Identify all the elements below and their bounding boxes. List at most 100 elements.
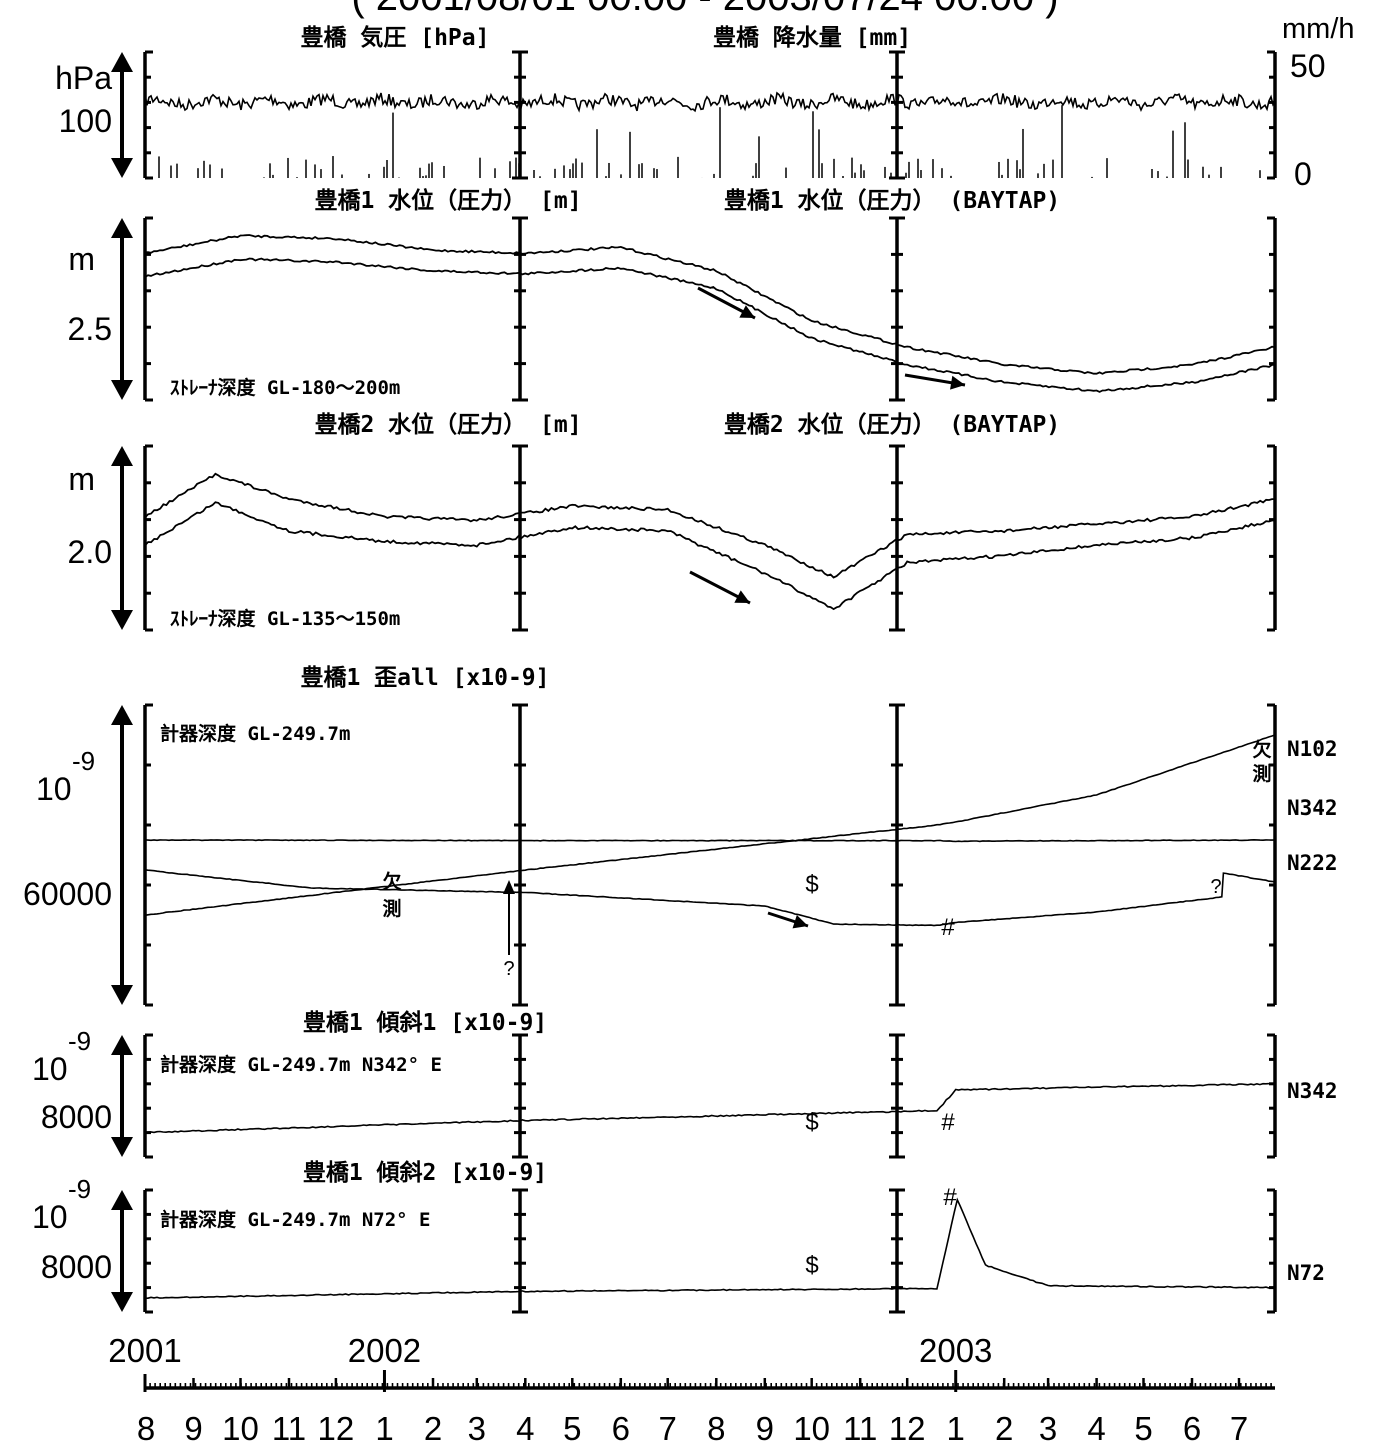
strain-title: 豊橋1 歪all [x10-9] [300, 664, 549, 691]
panel-well2: 豊橋2 水位（圧力） [m] 豊橋2 水位（圧力） (BAYTAP) m 2.0… [68, 411, 1277, 632]
tilt2-depth-note: 計器深度 GL-249.7m N72° E [160, 1208, 430, 1231]
trend-arrowhead-1 [950, 375, 965, 390]
well2-title: 豊橋2 水位（圧力） [m] [314, 411, 581, 438]
year-label-2002: 2002 [348, 1332, 421, 1369]
tilt1-hash-mark: # [941, 1109, 955, 1136]
month-label: 12 [318, 1410, 355, 1447]
month-label: 1 [375, 1410, 393, 1447]
month-label: 9 [756, 1410, 774, 1447]
well1-unit-arrow-down [111, 380, 133, 400]
month-label: 6 [1183, 1410, 1201, 1447]
panel-strain: 豊橋1 歪all [x10-9] 10 -9 60000 計器深度 GL-249… [23, 664, 1338, 1007]
month-label: 10 [793, 1410, 830, 1447]
month-label: 4 [1087, 1410, 1105, 1447]
month-label: 2 [424, 1410, 442, 1447]
month-label: 4 [516, 1410, 534, 1447]
strain-label-n342: N342 [1287, 796, 1338, 820]
missing-mark-2a: 欠 [1252, 738, 1271, 761]
pressure-title: 豊橋 気圧 [hPa] [301, 24, 490, 51]
well1-title: 豊橋1 水位（圧力） [m] [314, 187, 581, 214]
tilt1-dollar-mark: $ [805, 1109, 818, 1136]
pressure-unit: hPa [55, 60, 112, 96]
pressure-unit-arrow-down [111, 158, 133, 178]
month-label: 2 [995, 1410, 1013, 1447]
precip-tick-zero: 0 [1294, 156, 1312, 192]
strain-label-n222: N222 [1287, 851, 1338, 875]
pressure-unit-arrow-up [111, 52, 133, 72]
month-label: 3 [1039, 1410, 1057, 1447]
month-label: 5 [1134, 1410, 1152, 1447]
series-line-strain-n342-5 [144, 838, 1276, 843]
precip-tick-max: 50 [1290, 48, 1326, 84]
month-label: 8 [707, 1410, 725, 1447]
well2-unit-arrow-down [111, 610, 133, 630]
series-line-well2-2 [144, 472, 1275, 579]
well1-plot [111, 216, 1277, 402]
month-label: 10 [222, 1410, 259, 1447]
well2-baytap-title: 豊橋2 水位（圧力） (BAYTAP) [724, 411, 1060, 438]
tilt1-scale: 8000 [41, 1099, 112, 1135]
tilt1-unit-exp: -9 [68, 1026, 91, 1056]
tilt1-label-n342: N342 [1287, 1079, 1338, 1103]
precip-unit: mm/h [1282, 13, 1355, 45]
year-label-2003: 2003 [919, 1332, 992, 1369]
well1-unit: m [68, 241, 95, 277]
tilt1-unit-arrow-up [111, 1035, 133, 1055]
well1-baytap-title: 豊橋1 水位（圧力） (BAYTAP) [724, 187, 1060, 214]
tilt2-plot [111, 1188, 1277, 1314]
strain-depth-note: 計器深度 GL-249.7m [160, 722, 350, 745]
tilt2-unit-arrow-down [111, 1292, 133, 1312]
trend-arrowhead-2 [734, 590, 750, 603]
tilt1-unit-base: 10 [32, 1051, 68, 1087]
strain-unit-arrow-up [111, 705, 133, 725]
tilt1-plot [111, 1033, 1277, 1159]
year-label-2001: 2001 [108, 1332, 181, 1369]
strain-question-mark-1: ? [503, 958, 514, 980]
panel-well1: 豊橋1 水位（圧力） [m] 豊橋1 水位（圧力） (BAYTAP) m 2.5… [68, 187, 1277, 402]
strain-scale: 60000 [23, 876, 112, 912]
pressure-plot [111, 50, 1277, 180]
strain-dollar-mark: $ [805, 871, 818, 898]
well2-scale: 2.0 [68, 534, 112, 570]
series-line-well1-0 [144, 234, 1276, 375]
period-header: ( 2001/08/01 00:00 - 2003/07/24 00:00 ) [351, 0, 1058, 19]
well2-plot [111, 444, 1277, 632]
month-label: 6 [612, 1410, 630, 1447]
month-label: 11 [272, 1410, 306, 1447]
panel-tilt1: 豊橋1 傾斜1 [x10-9] 10 -9 8000 計器深度 GL-249.7… [32, 1009, 1338, 1159]
month-label: 5 [563, 1410, 581, 1447]
month-label: 12 [889, 1410, 926, 1447]
precip-title: 豊橋 降水量 [mm] [713, 24, 911, 51]
month-label: 1 [947, 1410, 965, 1447]
tilt1-title: 豊橋1 傾斜1 [x10-9] [303, 1009, 547, 1036]
strain-unit-exp: -9 [72, 746, 95, 776]
strain-question-mark-2: ? [1210, 876, 1221, 898]
panel-pressure: 豊橋 気圧 [hPa] 豊橋 降水量 [mm] hPa 100 mm/h 50 … [55, 13, 1354, 192]
tilt2-unit-base: 10 [32, 1199, 68, 1235]
month-label: 7 [659, 1410, 677, 1447]
month-label: 3 [468, 1410, 486, 1447]
tilt1-unit-arrow-down [111, 1137, 133, 1157]
series-line-well2-3 [144, 501, 1276, 611]
tilt2-label-n72: N72 [1287, 1261, 1325, 1285]
tilt2-unit-exp: -9 [68, 1174, 91, 1204]
trend-arrowhead-3 [792, 915, 808, 929]
month-label: 7 [1230, 1410, 1248, 1447]
strain-plot [111, 703, 1277, 1007]
tilt2-dollar-mark: $ [805, 1252, 818, 1279]
series-line-well1-1 [144, 257, 1276, 393]
tilt1-depth-note: 計器深度 GL-249.7m N342° E [160, 1053, 442, 1076]
strain-label-n102: N102 [1287, 737, 1338, 761]
well1-unit-arrow-up [111, 218, 133, 238]
month-label: 8 [137, 1410, 155, 1447]
well2-unit-arrow-up [111, 446, 133, 466]
strain-unit-base: 10 [36, 771, 72, 807]
tilt2-scale: 8000 [41, 1249, 112, 1285]
pressure-line [144, 91, 1276, 113]
tilt2-hash-mark: # [943, 1184, 957, 1211]
missing-mark-2b: 測 [1252, 762, 1271, 785]
pressure-scale: 100 [59, 103, 112, 139]
series-line-tilt1-n342-7 [144, 1082, 1276, 1134]
series-line-strain-n102-4 [144, 734, 1276, 917]
